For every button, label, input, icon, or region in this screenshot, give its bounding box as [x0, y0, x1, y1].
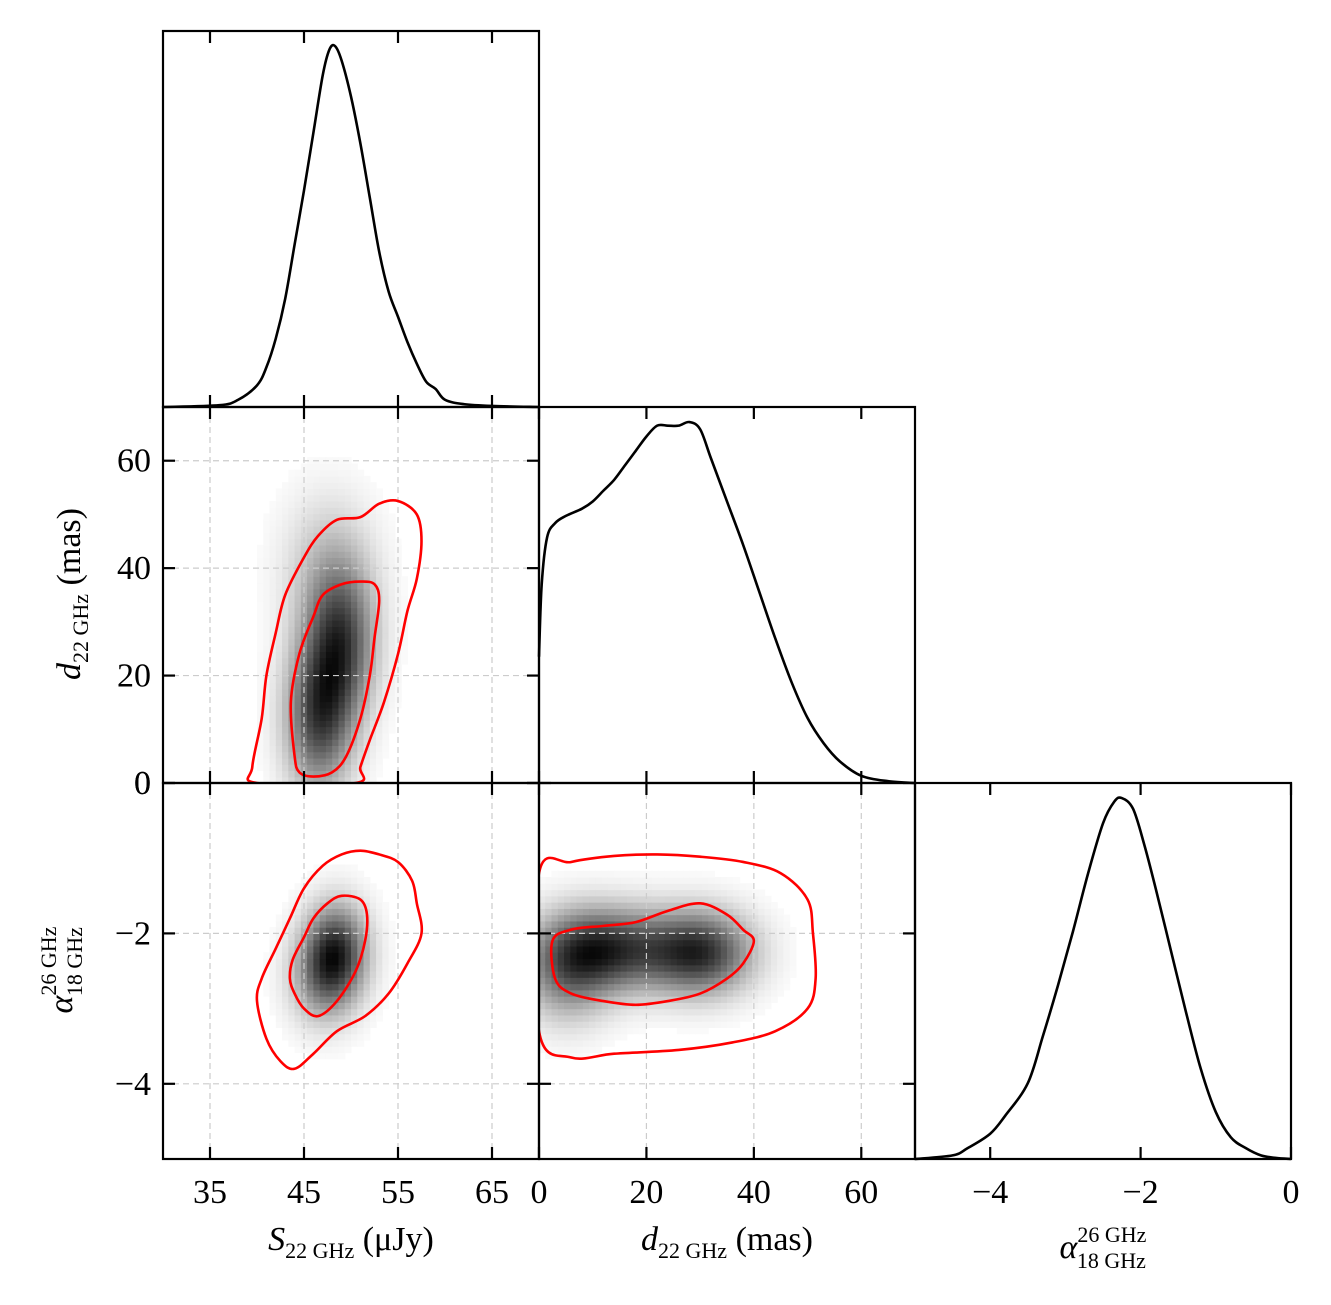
- lines-layer: [162, 43, 1292, 1161]
- x-tick-label-d: 40: [737, 1174, 771, 1211]
- y-tick-label-d: 0: [134, 765, 151, 802]
- contour-S-a-outer: [255, 849, 424, 1071]
- x-axis-label-S: S22 GHz (μJy): [268, 1221, 434, 1263]
- contour-S-d-outer: [246, 498, 423, 782]
- x-tick-label-S: 65: [475, 1174, 509, 1211]
- x-tick-label-S: 55: [381, 1174, 415, 1211]
- y-tick-label-d: 40: [117, 550, 151, 587]
- y-tick-label-a: −4: [115, 1066, 151, 1103]
- y-axis-label-d: d22 GHz (mas): [51, 508, 93, 680]
- panel-frame-1-1: [537, 405, 917, 785]
- x-tick-label-a: −4: [972, 1174, 1008, 1211]
- y-tick-label-d: 60: [117, 443, 151, 480]
- y-tick-label-a: 0: [134, 765, 151, 802]
- y-tick-label-d: 20: [117, 658, 151, 695]
- x-tick-label-a: 0: [1283, 1174, 1300, 1211]
- y-tick-label-a: −2: [115, 915, 151, 952]
- marginal-line-S: [162, 43, 540, 409]
- x-tick-label-S: 45: [287, 1174, 321, 1211]
- x-axis-label-a: α26 GHz 18 GHz: [1060, 1222, 1147, 1273]
- marginal-line-a: [914, 796, 1292, 1161]
- x-tick-label-d: 60: [844, 1174, 878, 1211]
- panel-frame-0-0: [161, 29, 541, 409]
- grid-layer: [163, 407, 915, 1159]
- panel-frame-2-2: [913, 781, 1293, 1161]
- density-layer: [257, 457, 797, 1060]
- density-d-a: [539, 870, 797, 1060]
- x-axis-label-d: d22 GHz (mas): [641, 1221, 813, 1263]
- y-axis-label-a: α26 GHz18 GHz: [36, 926, 87, 1013]
- x-tick-label-d: 0: [531, 1174, 548, 1211]
- x-tick-label-S: 35: [193, 1174, 227, 1211]
- x-tick-label-a: −2: [1123, 1174, 1159, 1211]
- x-tick-label-d: 20: [629, 1174, 663, 1211]
- contour-d-a-outer: [539, 853, 818, 1060]
- contour-d-a-inner: [549, 902, 756, 1007]
- density-S-a: [263, 864, 396, 1060]
- contour-S-d-inner: [289, 580, 381, 778]
- marginal-line-d: [537, 420, 916, 785]
- frames-layer: [161, 29, 1293, 1161]
- contour-S-a-inner: [288, 894, 369, 1018]
- ticks-layer: [163, 31, 1293, 1159]
